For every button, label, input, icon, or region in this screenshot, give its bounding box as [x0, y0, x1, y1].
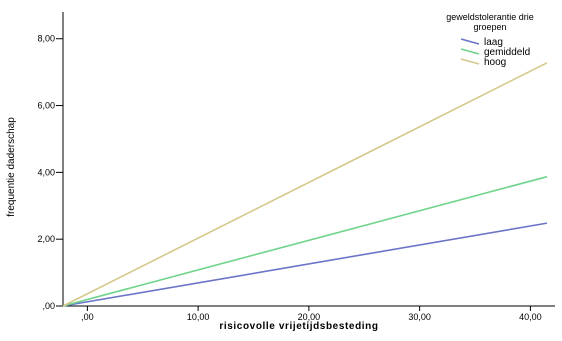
y-ticks: ,00 2,00 4,00 6,00 8,00	[37, 34, 63, 311]
series-line-laag	[62, 222, 548, 307]
series-line-hoog	[62, 62, 548, 307]
x-tick-label: ,00	[81, 312, 94, 322]
legend-title: geweldstolerantie drie groepen	[446, 12, 534, 32]
axes	[62, 12, 555, 307]
legend-swatch-gemiddeld	[460, 48, 480, 55]
x-tick-label: 40,00	[519, 312, 542, 322]
legend: geweldstolerantie drie groepen laaggemidd…	[446, 12, 534, 68]
y-tick-label: ,00	[42, 301, 55, 311]
legend-label-laag: laag	[484, 37, 503, 48]
x-ticks: ,00 10,00 20,00 30,00 40,00	[81, 306, 542, 322]
y-tick-label: 2,00	[37, 234, 55, 244]
legend-swatch-laag	[460, 38, 480, 45]
x-tick-label: 30,00	[408, 312, 431, 322]
y-tick-label: 8,00	[37, 34, 55, 44]
x-tick-label: 10,00	[187, 312, 210, 322]
x-axis-title: risicovolle vrijetijdsbesteding	[219, 321, 378, 332]
y-tick-label: 6,00	[37, 101, 55, 111]
legend-title-line: geweldstolerantie drie	[446, 12, 534, 22]
y-tick-label: 4,00	[37, 167, 55, 177]
series-line-gemiddeld	[62, 175, 548, 307]
legend-label-hoog: hoog	[484, 57, 506, 68]
series-lines	[62, 62, 548, 307]
legend-label-gemiddeld: gemiddeld	[484, 47, 530, 58]
x-tick-label: 20,00	[298, 312, 321, 322]
y-axis-title: frequentie daderschap	[6, 117, 17, 217]
legend-title-line: groepen	[473, 22, 506, 32]
legend-swatch-hoog	[460, 58, 480, 65]
